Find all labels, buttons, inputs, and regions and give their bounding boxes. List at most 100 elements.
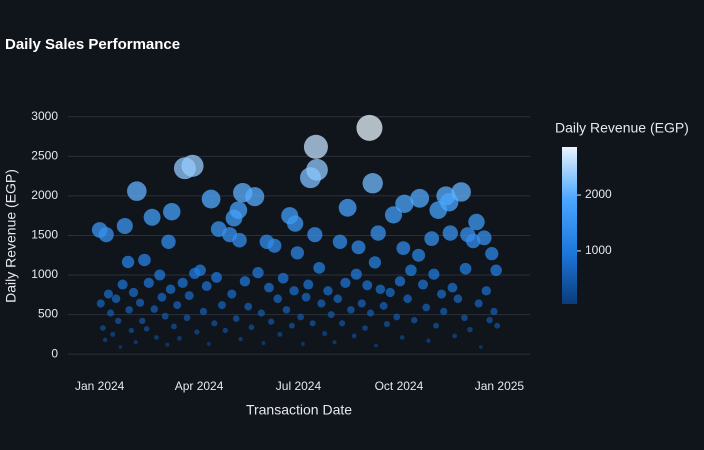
data-point <box>350 268 362 280</box>
data-point <box>232 315 240 322</box>
data-point <box>347 306 355 314</box>
data-point <box>257 309 265 317</box>
data-point <box>476 230 492 246</box>
data-point <box>128 287 139 298</box>
data-point <box>490 264 502 277</box>
data-point <box>383 321 390 328</box>
data-point <box>327 311 335 319</box>
data-point <box>154 269 166 281</box>
data-point <box>157 292 167 302</box>
data-point <box>339 320 346 327</box>
data-point <box>201 281 212 292</box>
data-point <box>338 198 357 217</box>
data-point <box>103 289 113 299</box>
data-point <box>481 286 492 296</box>
data-point <box>428 268 440 280</box>
data-point <box>396 241 411 256</box>
data-point <box>282 306 291 314</box>
data-point <box>405 264 417 277</box>
colorbar-tick-label: 2000 <box>585 187 612 201</box>
data-point <box>110 331 116 337</box>
chart-title: Daily Sales Performance <box>5 36 180 53</box>
data-point <box>171 323 177 330</box>
colorbar-tick-label: 1000 <box>585 243 612 257</box>
data-point <box>238 336 243 342</box>
data-point <box>173 301 182 310</box>
data-point <box>351 333 357 339</box>
data-point <box>412 248 426 262</box>
data-point <box>362 173 383 194</box>
data-point <box>143 208 161 226</box>
y-tick-label: 1000 <box>31 267 58 281</box>
data-point <box>368 256 382 269</box>
data-point <box>232 232 247 248</box>
data-point <box>436 289 447 299</box>
data-point <box>394 276 406 287</box>
data-point <box>289 286 299 296</box>
data-point <box>417 279 429 290</box>
x-tick-label: Apr 2024 <box>175 379 224 393</box>
data-point <box>410 316 418 324</box>
data-point <box>323 286 333 296</box>
data-point <box>297 313 305 321</box>
data-point <box>459 262 472 275</box>
y-tick-label: 500 <box>38 307 58 321</box>
data-point <box>133 340 138 345</box>
data-point <box>264 282 274 293</box>
data-point <box>261 340 266 346</box>
data-point <box>332 340 337 345</box>
data-point <box>447 282 458 293</box>
data-point <box>403 294 412 304</box>
data-point <box>461 314 468 322</box>
data-point <box>424 231 440 246</box>
data-point <box>468 213 485 231</box>
data-point <box>486 316 493 324</box>
data-point <box>307 227 323 243</box>
x-axis-label: Transaction Date <box>246 402 352 418</box>
data-point <box>303 279 314 290</box>
data-point <box>245 187 265 207</box>
data-point <box>362 325 368 331</box>
data-point <box>135 298 145 307</box>
x-tick-label: Jan 2024 <box>75 379 125 393</box>
data-point <box>370 225 386 241</box>
data-point <box>357 299 366 308</box>
data-point <box>494 322 501 329</box>
data-point <box>277 272 289 284</box>
data-point <box>384 206 403 224</box>
data-point <box>374 343 378 348</box>
data-point <box>115 317 122 325</box>
y-tick-label: 2500 <box>31 149 58 163</box>
data-point <box>125 306 133 314</box>
data-point <box>410 188 430 208</box>
data-point <box>300 341 305 346</box>
data-point <box>139 317 146 325</box>
y-tick-label: 0 <box>51 346 58 360</box>
data-point <box>206 341 211 346</box>
data-point <box>433 322 440 329</box>
data-point <box>211 271 222 283</box>
data-point <box>478 345 483 349</box>
data-point <box>356 114 383 141</box>
data-point <box>96 299 105 308</box>
data-point <box>211 320 218 327</box>
data-point <box>128 327 135 334</box>
data-point <box>154 335 159 340</box>
data-point <box>107 309 115 317</box>
data-point <box>194 264 206 277</box>
data-point <box>117 279 128 290</box>
data-point <box>161 312 169 320</box>
data-point <box>287 215 304 232</box>
data-point <box>467 326 473 333</box>
data-point <box>100 325 106 331</box>
data-point <box>362 280 373 291</box>
data-point <box>143 277 154 289</box>
y-tick-label: 3000 <box>31 109 58 123</box>
data-point <box>177 336 182 341</box>
data-point <box>442 225 458 241</box>
data-point <box>184 291 194 301</box>
data-point <box>426 338 431 343</box>
data-point <box>490 307 498 316</box>
data-point <box>227 289 237 299</box>
